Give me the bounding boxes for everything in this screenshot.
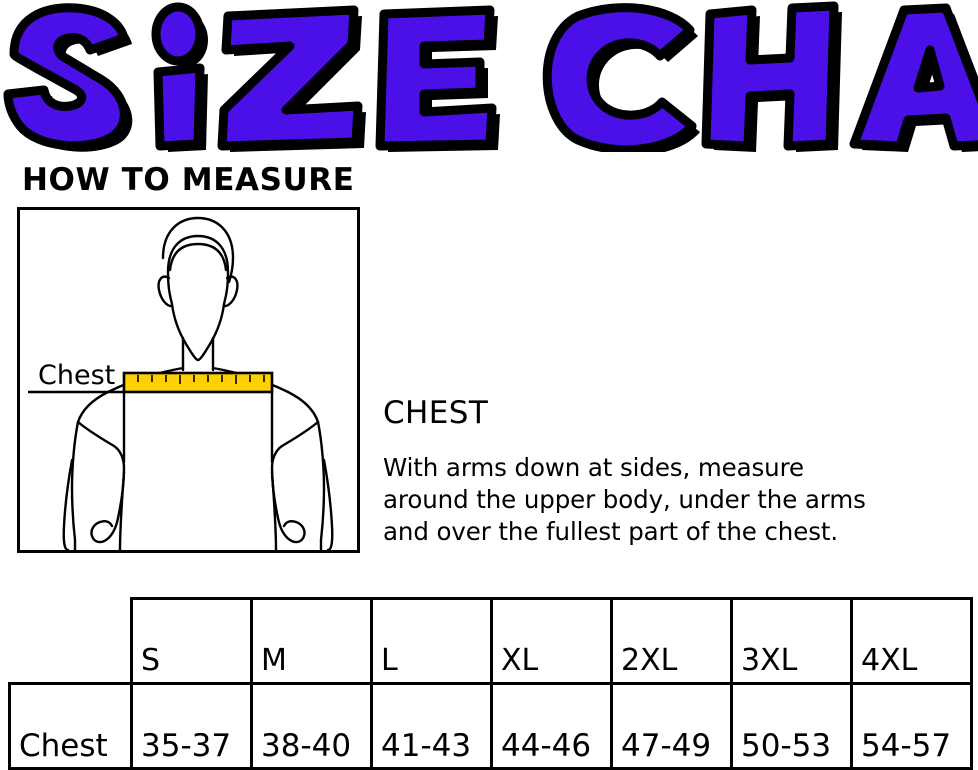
table-cell-chest-4xl: 54-57 xyxy=(850,682,973,770)
title-letter-A xyxy=(849,3,978,152)
figure-hand-right xyxy=(270,466,306,544)
title-letter-E xyxy=(375,5,500,152)
title-letter-S xyxy=(3,3,133,152)
tape-measure xyxy=(122,371,274,394)
table-cell-chest-2xl: 47-49 xyxy=(610,682,733,770)
table-header-row: S M L XL 2XL 3XL 4XL xyxy=(10,597,973,685)
table-row-chest: Chest 35-37 38-40 41-43 44-46 47-49 50-5… xyxy=(8,682,973,770)
figure-armpit-left xyxy=(76,420,126,470)
table-header-size-3xl: 3XL xyxy=(730,597,853,685)
table-cell-chest-3xl: 50-53 xyxy=(730,682,853,770)
table-cell-chest-m: 38-40 xyxy=(250,682,373,770)
figure-ear-right xyxy=(223,275,239,308)
figure-arm-right-outer xyxy=(322,458,334,550)
description-body: With arms down at sides, measure around … xyxy=(383,453,866,546)
table-cell-chest-l: 41-43 xyxy=(370,682,493,770)
figure-armpit-right xyxy=(270,420,320,470)
description-heading: CHEST xyxy=(383,395,489,431)
tape-measure-ticks xyxy=(137,375,265,384)
table-row-label-chest: Chest xyxy=(8,682,133,770)
figure-hand-left xyxy=(90,466,126,544)
figure-ear-left xyxy=(157,275,173,308)
tape-measure-band xyxy=(122,371,274,394)
title-letter-i xyxy=(151,2,208,152)
table-cell-chest-xl: 44-46 xyxy=(490,682,613,770)
table-header-size-2xl: 2XL xyxy=(610,597,733,685)
figure-neck xyxy=(181,336,215,372)
figure-torso-right xyxy=(316,420,326,550)
male-torso-diagram xyxy=(28,216,334,550)
table-header-size-l: L xyxy=(370,597,493,685)
table-header-size-4xl: 4XL xyxy=(850,597,973,685)
figure-hair-outline xyxy=(161,216,235,284)
size-chart-title-graphic: .gl-shadow { fill:#000000; } .gl-fill { … xyxy=(3,1,978,152)
size-chart-table: S M L XL 2XL 3XL 4XL Chest 35-37 38-40 4… xyxy=(8,597,973,770)
measurement-illustration-frame: Chest xyxy=(17,207,360,553)
figure-hairline xyxy=(168,242,228,272)
table-corner-cell xyxy=(10,599,132,684)
figure-trunk-left xyxy=(118,470,126,550)
table-header-size-m: M xyxy=(250,597,373,685)
figure-trunk-right xyxy=(270,470,278,550)
table-header-size-xl: XL xyxy=(490,597,613,685)
table-header-size-s: S xyxy=(130,597,253,685)
figure-head-outline xyxy=(166,234,230,362)
table-cell-chest-s: 35-37 xyxy=(130,682,253,770)
page-title: .gl-shadow { fill:#000000; } .gl-fill { … xyxy=(0,0,978,152)
how-to-measure-heading: HOW TO MEASURE xyxy=(22,162,355,198)
title-letter-H xyxy=(701,1,842,152)
title-letter-Z xyxy=(217,5,366,152)
figure-arm-left-outer xyxy=(62,458,74,550)
figure-torso-left xyxy=(70,420,80,550)
title-letter-C xyxy=(542,3,700,152)
chest-measure-label: Chest xyxy=(38,360,116,391)
